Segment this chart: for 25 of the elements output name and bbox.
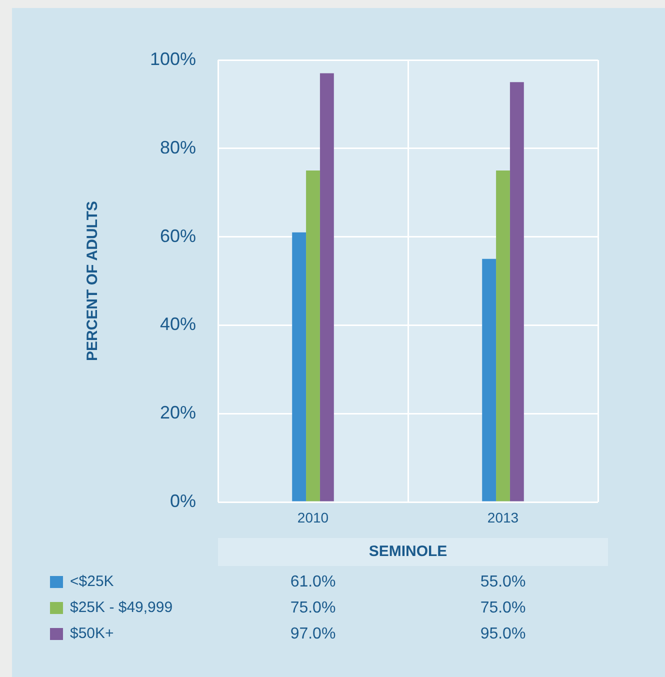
- x-tick-label: 2010: [297, 509, 329, 526]
- data-label: 97.0%: [290, 625, 336, 642]
- x-axis-title: SEMINOLE: [368, 543, 448, 560]
- x-tick-label: 2013: [487, 509, 519, 526]
- y-tick-label: 40%: [160, 314, 196, 334]
- y-tick-label: 80%: [160, 137, 196, 158]
- y-tick-label: 0%: [170, 490, 196, 511]
- y-tick-label: 60%: [160, 226, 196, 246]
- bar: [482, 258, 496, 502]
- data-label: 61.0%: [290, 573, 336, 590]
- legend-label: <$25K: [70, 573, 114, 590]
- y-tick-label: 100%: [150, 48, 196, 69]
- bar: [306, 170, 320, 502]
- data-label: 95.0%: [480, 625, 526, 642]
- bar: [510, 82, 524, 502]
- legend-label: $25K - $49,999: [70, 599, 173, 616]
- data-label: 55.0%: [480, 573, 526, 590]
- y-axis-title: PERCENT OF ADULTS: [84, 201, 102, 361]
- legend-label: $50K+: [70, 625, 114, 642]
- data-label: 75.0%: [480, 599, 526, 616]
- bar: [496, 170, 510, 502]
- y-tick-label: 20%: [160, 402, 196, 423]
- data-label: 75.0%: [290, 599, 336, 616]
- bar: [292, 232, 306, 502]
- bar: [320, 73, 334, 502]
